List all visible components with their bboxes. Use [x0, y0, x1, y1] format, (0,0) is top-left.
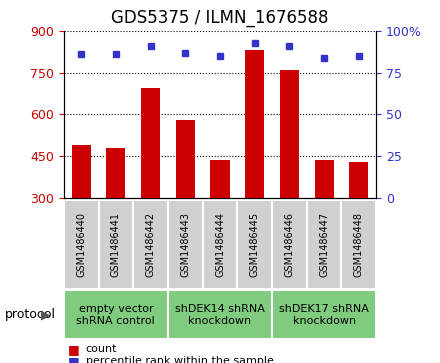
Text: GSM1486441: GSM1486441 [111, 212, 121, 277]
Text: GSM1486444: GSM1486444 [215, 212, 225, 277]
Bar [237, 200, 272, 289]
Text: GSM1486448: GSM1486448 [354, 212, 364, 277]
Bar [168, 290, 272, 339]
Bar [210, 160, 230, 198]
Bar [106, 148, 125, 198]
Text: shDEK14 shRNA
knockdown: shDEK14 shRNA knockdown [175, 304, 265, 326]
Bar [64, 290, 168, 339]
Text: GSM1486443: GSM1486443 [180, 212, 190, 277]
Bar [168, 200, 203, 289]
Bar [141, 89, 160, 198]
Bar [272, 200, 307, 289]
Bar [72, 145, 91, 198]
Bar [307, 200, 341, 289]
Text: empty vector
shRNA control: empty vector shRNA control [77, 304, 155, 326]
Bar [99, 200, 133, 289]
Text: GSM1486442: GSM1486442 [146, 212, 156, 277]
Text: GSM1486445: GSM1486445 [250, 212, 260, 277]
Bar [64, 200, 99, 289]
Bar [203, 200, 237, 289]
Bar [133, 200, 168, 289]
Bar [245, 50, 264, 198]
Text: GSM1486446: GSM1486446 [284, 212, 294, 277]
Text: percentile rank within the sample: percentile rank within the sample [86, 356, 274, 363]
Bar [315, 160, 334, 198]
Bar [272, 290, 376, 339]
Text: protocol: protocol [4, 309, 55, 321]
Text: ■: ■ [68, 343, 80, 356]
Text: ■: ■ [68, 355, 80, 363]
Text: count: count [86, 344, 117, 354]
Text: GDS5375 / ILMN_1676588: GDS5375 / ILMN_1676588 [111, 9, 329, 27]
Bar [349, 162, 368, 198]
Text: ▶: ▶ [41, 309, 51, 321]
Text: GSM1486447: GSM1486447 [319, 212, 329, 277]
Bar [341, 200, 376, 289]
Bar [176, 120, 195, 198]
Bar [280, 70, 299, 198]
Text: shDEK17 shRNA
knockdown: shDEK17 shRNA knockdown [279, 304, 369, 326]
Text: GSM1486440: GSM1486440 [76, 212, 86, 277]
